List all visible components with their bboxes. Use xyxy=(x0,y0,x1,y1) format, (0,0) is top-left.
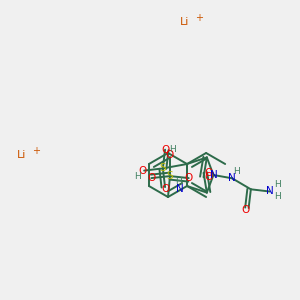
Text: N: N xyxy=(266,187,273,196)
Text: H: H xyxy=(175,178,182,187)
Text: N: N xyxy=(210,170,217,180)
Text: O: O xyxy=(166,150,174,161)
Text: Li: Li xyxy=(180,17,190,27)
Text: O: O xyxy=(242,205,250,215)
Text: S: S xyxy=(167,171,173,181)
Text: H: H xyxy=(134,172,140,181)
Text: H: H xyxy=(274,192,281,201)
Text: N: N xyxy=(228,173,236,183)
Text: S: S xyxy=(160,164,166,173)
Text: O: O xyxy=(147,173,155,183)
Text: Li: Li xyxy=(17,150,27,160)
Text: O: O xyxy=(138,166,146,176)
Text: +: + xyxy=(195,13,203,23)
Text: +: + xyxy=(32,146,40,156)
Text: O: O xyxy=(204,172,213,182)
Text: O: O xyxy=(161,184,169,194)
Text: O: O xyxy=(204,168,213,178)
Text: H: H xyxy=(169,145,176,154)
Text: O: O xyxy=(161,145,169,155)
Text: N: N xyxy=(176,184,184,194)
Text: O: O xyxy=(184,173,193,183)
Text: H: H xyxy=(233,167,239,176)
Text: H: H xyxy=(274,180,281,189)
